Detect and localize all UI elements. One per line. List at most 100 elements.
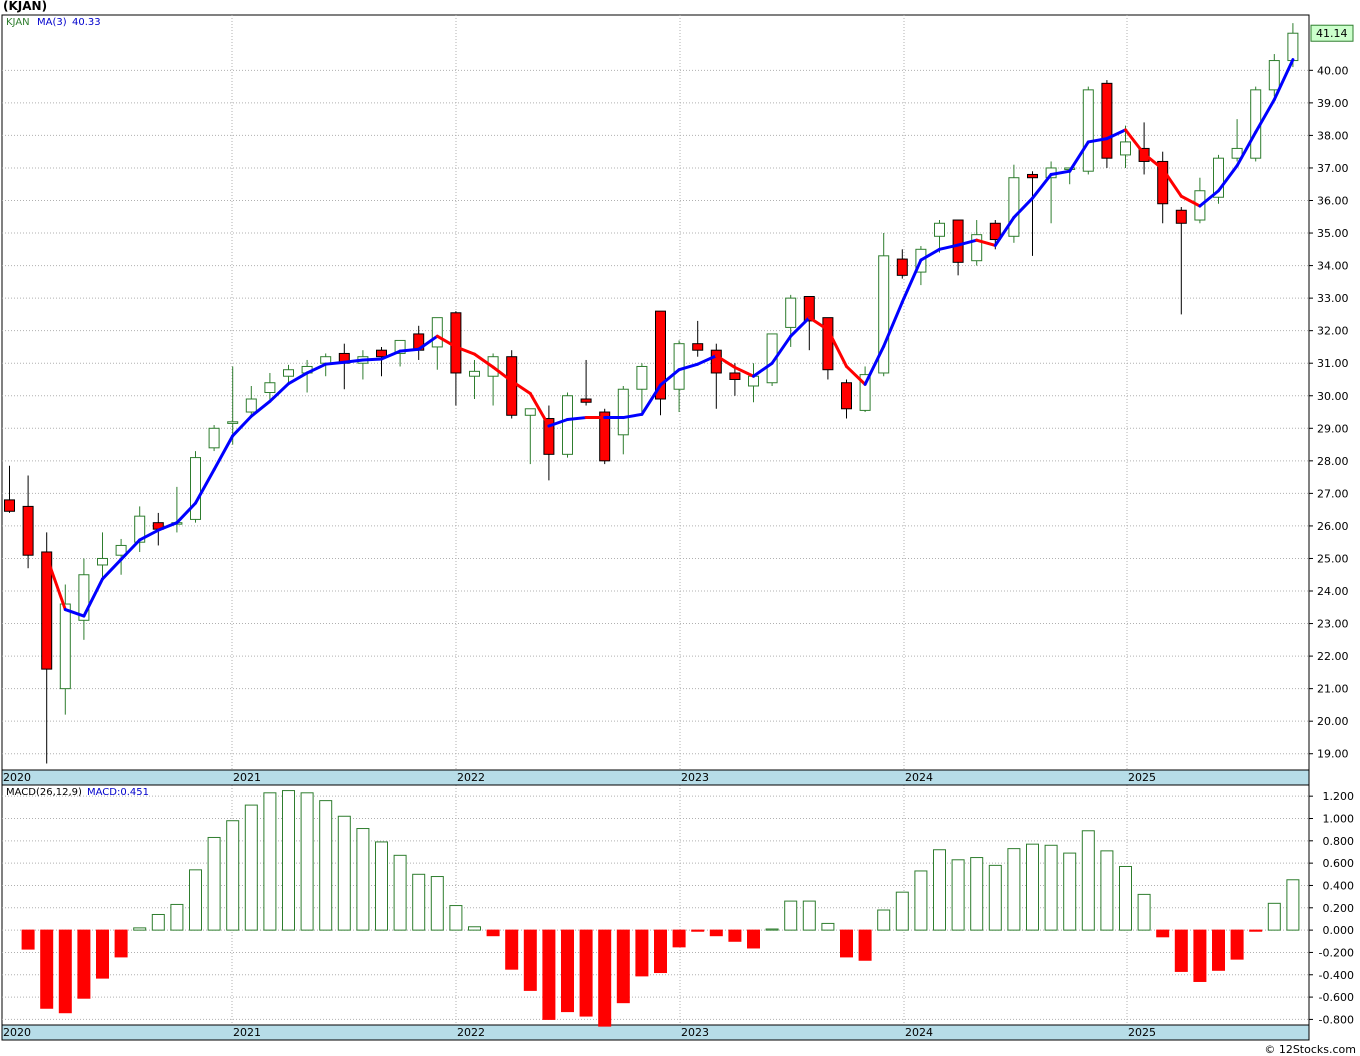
candle-body [264, 382, 276, 393]
ma-line-segment [175, 501, 197, 525]
candle-body [989, 222, 1001, 241]
macd-bar [133, 927, 147, 931]
macd-bar [207, 836, 221, 931]
macd-bar [840, 929, 853, 958]
ma-line-segment [733, 365, 755, 378]
ma-line-segment [882, 300, 904, 348]
ma-line-segment [324, 360, 346, 366]
macd-bar [319, 800, 333, 931]
macd-bar [486, 929, 500, 937]
candle-body [859, 374, 871, 411]
macd-bar [523, 929, 537, 991]
macd-tick-label: 0.400 [1323, 879, 1355, 892]
macd-bar [1174, 929, 1188, 972]
macd-bar [988, 864, 1002, 931]
candle-body [115, 544, 127, 556]
candle-body [1008, 177, 1020, 237]
macd-bar [1193, 929, 1207, 982]
ma-line-segment [398, 347, 421, 353]
macd-bar [654, 929, 667, 974]
price-legend-ma-value: 40.33 [72, 17, 101, 28]
price-tick-label: 23.00 [1317, 618, 1349, 631]
ma-line-segment [1086, 137, 1109, 144]
macd-bar [598, 929, 612, 1027]
ma-line-segment [770, 334, 793, 365]
ma-line-segment [807, 316, 830, 332]
ma-line-segment [380, 349, 402, 361]
macd-bar [970, 857, 984, 931]
macd-bar [858, 929, 872, 961]
price-tick-label: 19.00 [1317, 748, 1349, 761]
macd-bar [765, 928, 779, 931]
ma-line-segment [1235, 130, 1258, 168]
macd-bar [1249, 929, 1263, 932]
candle-body [41, 551, 53, 670]
ma-line-segment [752, 361, 774, 378]
macd-tick-label: 0.600 [1323, 857, 1355, 870]
price-tick-label: 37.00 [1317, 162, 1349, 175]
macd-bar [1212, 929, 1225, 971]
candle-body [469, 370, 480, 377]
macd-bar [505, 929, 519, 970]
macd-bar [672, 929, 686, 948]
price-tick-label: 26.00 [1317, 520, 1349, 533]
ma-line-segment [1031, 172, 1053, 200]
candle-body [97, 557, 108, 566]
candle-body [580, 398, 592, 403]
ma-line-segment [1049, 169, 1072, 176]
price-tick-label: 24.00 [1317, 585, 1349, 598]
candle-body [59, 603, 71, 690]
candle-body [710, 349, 722, 374]
last-price-box [1310, 24, 1354, 42]
ma-line-segment [305, 362, 328, 375]
macd-tick-label: 0.800 [1323, 835, 1355, 848]
candle-body [134, 515, 146, 543]
candle-body [543, 418, 555, 455]
macd-bar [747, 929, 760, 949]
ma-line-segment [156, 521, 179, 532]
macd-bar [579, 929, 593, 1017]
ma-line-segment [82, 577, 104, 618]
ma-line-segment [510, 379, 532, 395]
ma-line-segment [361, 357, 383, 362]
ma-line-segment [826, 328, 848, 368]
macd-bar [914, 870, 928, 931]
price-tick-label: 40.00 [1317, 64, 1349, 77]
candle-body [245, 398, 257, 413]
macd-bar [616, 929, 630, 1004]
macd-bar [895, 891, 909, 931]
ma-line-segment [938, 243, 960, 251]
date-axis-label: 2020 [3, 771, 31, 784]
macd-bar [877, 909, 891, 931]
candle-body [78, 574, 90, 621]
ma-line-segment [101, 557, 123, 581]
macd-tick-label: 1.200 [1323, 790, 1355, 803]
macd-tick-label: -0.800 [1319, 1013, 1354, 1026]
ma-line-segment [1179, 194, 1202, 208]
macd-bar [1026, 843, 1039, 931]
ma-line-segment [528, 391, 551, 428]
last-price-label: 41.14 [1316, 27, 1348, 40]
macd-bar [393, 854, 407, 931]
ma-line-segment [1012, 196, 1034, 219]
macd-bar [728, 929, 742, 942]
price-legend-ma: MA(3) [37, 17, 67, 28]
ma-line-segment [956, 238, 979, 247]
macd-bar [1267, 902, 1281, 931]
macd-tick-label: -0.200 [1319, 946, 1354, 959]
ma-line-segment [212, 434, 235, 472]
ma-line-segment [454, 345, 476, 356]
macd-bar [784, 900, 798, 931]
macd-tick-label: 0.000 [1323, 924, 1355, 937]
ma-line-segment [621, 412, 644, 420]
date-axis-label: 2023 [681, 1026, 709, 1039]
macd-tick-label: -0.400 [1319, 969, 1354, 982]
ma-line-segment [640, 383, 662, 416]
date-axis-label: 2021 [233, 1026, 261, 1039]
ma-line-segment [1198, 189, 1220, 208]
macd-tick-label: -0.600 [1319, 991, 1354, 1004]
macd-bar [1007, 848, 1021, 931]
macd-bar [691, 929, 705, 932]
date-axis-label: 2024 [905, 1026, 933, 1039]
